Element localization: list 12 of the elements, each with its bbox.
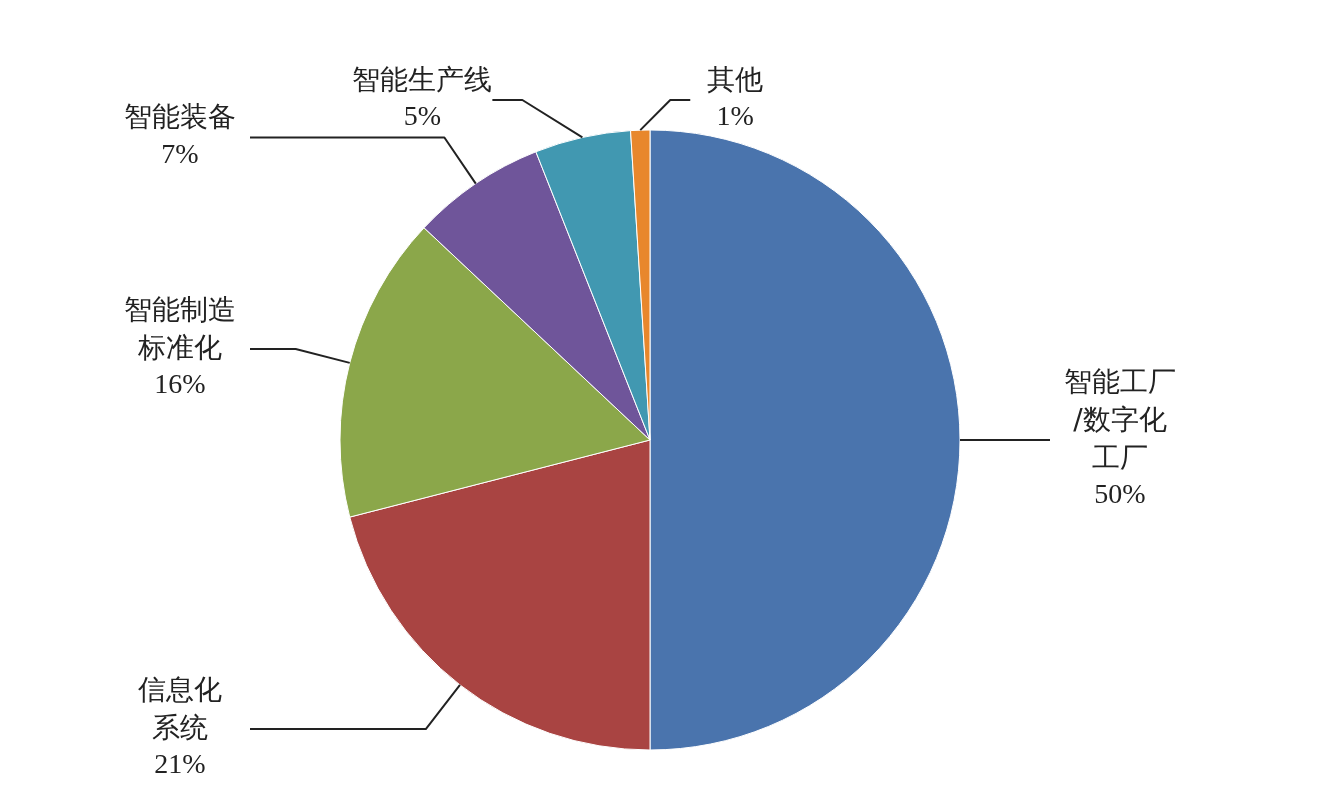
data-label: 7% <box>161 137 199 169</box>
slice-label: 智能生产线 <box>352 63 493 96</box>
data-label: 21% <box>154 748 206 780</box>
data-label: 50% <box>1094 478 1146 510</box>
slice-label: 其他 <box>707 63 764 96</box>
slice-label: 智能工厂/数字化工厂 <box>1064 365 1176 474</box>
slice-label: 智能制造标准化 <box>124 293 236 365</box>
slice-label: 信息化系统 <box>138 673 222 745</box>
data-label: 1% <box>716 100 754 132</box>
data-label: 16% <box>154 368 206 400</box>
data-label: 5% <box>403 100 442 132</box>
slice-label: 智能装备 <box>124 100 236 134</box>
